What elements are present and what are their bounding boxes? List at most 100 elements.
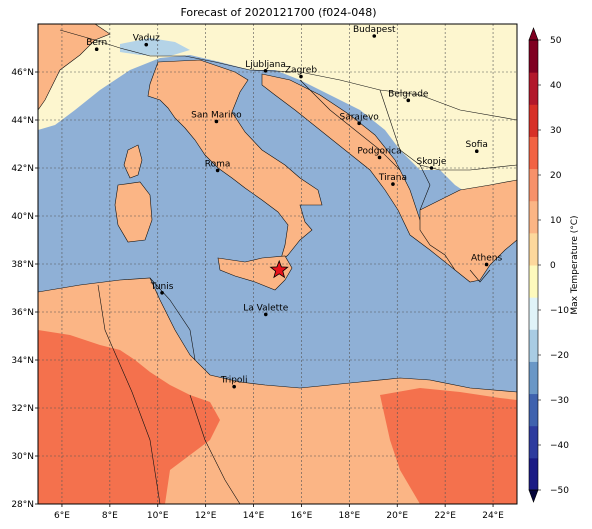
city-label: Podgorica [357, 146, 401, 156]
lat-tick-label: 44°N [11, 116, 34, 126]
city-label: Bern [86, 38, 107, 48]
city-label: Vaduz [133, 34, 160, 44]
country-borders [59, 29, 517, 504]
lon-tick-label: 12°E [195, 511, 217, 521]
border-line [299, 79, 401, 171]
colorbar-band [529, 329, 538, 362]
lat-tick-label: 36°N [11, 308, 34, 318]
city-label: Tirana [378, 173, 407, 183]
north-africa-hot [38, 330, 220, 504]
city-label: Budapest [353, 25, 396, 35]
colorbar [528, 27, 539, 503]
city-label: Skopje [417, 157, 447, 167]
lon-tick-label: 10°E [147, 511, 169, 521]
colorbar-tick-label: −20 [550, 351, 569, 361]
colorbar-tick-label: −40 [550, 441, 569, 451]
colorbar-band [529, 72, 538, 105]
colorbar-band [529, 265, 538, 298]
border-line [469, 269, 491, 283]
land-north-europe [38, 24, 517, 195]
city-label: La Valette [243, 303, 288, 313]
city-dot [484, 262, 489, 267]
city-dot [474, 149, 479, 153]
lon-tick-label: 8°E [102, 511, 118, 521]
city-label: Tripoli [220, 376, 248, 386]
border-line [419, 164, 431, 211]
lon-tick-label: 18°E [339, 511, 361, 521]
colorbar-band [529, 425, 538, 459]
colorbar-extend-top [528, 27, 539, 41]
city-label: Sofia [466, 140, 488, 150]
city-dot [263, 312, 268, 317]
colorbar-band [529, 361, 538, 395]
colorbar-ticks: 50 40 30 20 10 0 −10 −20 −30 −40 −50 [538, 36, 569, 496]
colorbar-tick-label: 20 [550, 171, 562, 181]
city-label: Sarajevo [340, 112, 380, 122]
land-west-warm [38, 24, 111, 111]
north-africa-hot-east [380, 388, 517, 504]
city-dot [357, 121, 361, 126]
colorbar-tick-label: 40 [550, 81, 562, 91]
alps-cold-area [120, 38, 190, 56]
colorbar-tick-label: 0 [550, 261, 556, 271]
colorbar-extend-bottom [528, 489, 539, 503]
sardinia-island [114, 181, 153, 243]
corsica-island [123, 144, 143, 179]
colorbar-tick-label: −10 [550, 306, 569, 316]
lon-tick-label: 22°E [434, 511, 456, 521]
lat-tick-label: 30°N [11, 452, 34, 462]
city-dot [299, 74, 303, 79]
lat-tick-label: 38°N [11, 260, 34, 270]
colorbar-tick-label: −30 [550, 396, 569, 406]
lon-tick-label: 24°E [482, 511, 504, 521]
city-dot [406, 98, 411, 103]
colorbar-label: Max Temperature (°C) [570, 215, 580, 314]
city-dot [160, 291, 164, 295]
colorbar-tick-label: 50 [550, 36, 562, 46]
lon-tick-label: 6°E [54, 511, 70, 521]
city-dot [215, 168, 220, 173]
longitude-ticks: 6°E 8°E 10°E 12°E 14°E 16°E 18°E 20°E 22°E 24°E [54, 504, 504, 521]
lon-tick-label: 16°E [291, 511, 313, 521]
city-label: Tunis [150, 282, 174, 292]
city-dot [263, 69, 268, 73]
city-dot [377, 155, 382, 160]
colorbar-band [529, 136, 538, 170]
city-dot [94, 47, 99, 51]
lat-tick-label: 28°N [11, 500, 34, 510]
lon-tick-label: 14°E [243, 511, 265, 521]
temperature-field [38, 24, 517, 504]
colorbar-tick-label: 30 [550, 126, 562, 136]
colorbar-band [529, 232, 538, 266]
colorbar-band [529, 168, 538, 202]
colorbar-band [529, 104, 538, 137]
star-marker [269, 259, 289, 279]
colorbar-band [529, 393, 538, 427]
forecast-location-marker [269, 259, 289, 279]
colorbar-band [529, 297, 538, 330]
city-dot [372, 34, 377, 38]
lat-tick-label: 34°N [11, 356, 34, 366]
city-dot [232, 384, 236, 389]
city-label: San Marino [191, 110, 242, 120]
city-dot [144, 42, 149, 47]
city-label: Ljubljana [245, 60, 286, 70]
colorbar-tick-label: −50 [550, 486, 569, 496]
border-line [97, 284, 161, 504]
latitude-ticks: 28°N 30°N 32°N 34°N 36°N 38°N 40°N 42°N 44°N 46°N [11, 68, 38, 510]
city-dot [214, 119, 219, 124]
colorbar-tick-label: 10 [550, 216, 562, 226]
lon-tick-label: 20°E [386, 511, 408, 521]
lat-tick-label: 32°N [11, 404, 34, 414]
border-line [149, 277, 196, 361]
city-dot [429, 166, 434, 170]
sicily-island [217, 255, 293, 291]
border-line [59, 29, 251, 71]
colorbar-band [529, 200, 538, 234]
colorbar-band [529, 457, 538, 491]
border-line [189, 394, 241, 504]
lat-tick-label: 46°N [11, 68, 34, 78]
colorbar-band [529, 40, 538, 73]
